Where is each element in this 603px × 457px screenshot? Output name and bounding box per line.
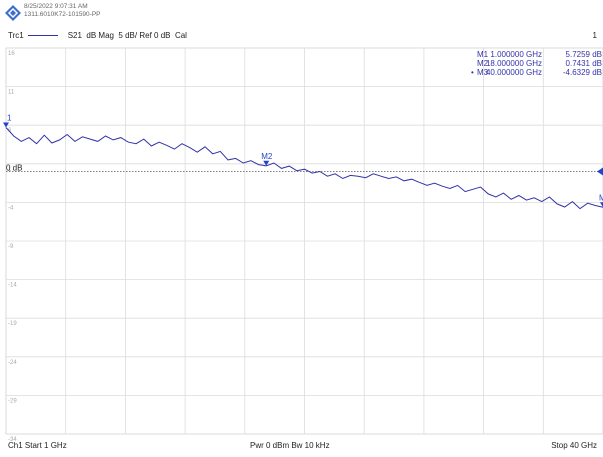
marker-3-icon[interactable] — [600, 202, 603, 208]
marker-value: 0.7431 dB — [566, 59, 602, 68]
trace-markers[interactable]: 1 M2 M — [3, 114, 603, 208]
y-tick-label: 11 — [8, 90, 15, 96]
marker-frequency: 18.000000 GHz — [486, 59, 542, 68]
marker-frequency: 1.000000 GHz — [490, 50, 542, 59]
marker-value: 5.7259 dB — [566, 50, 602, 59]
y-tick-label: 16 — [8, 51, 15, 57]
trace-info-bar[interactable]: Trc1 S21 dB Mag 5 dB/ Ref 0 dB Cal — [8, 31, 187, 40]
footer-stop[interactable]: Stop 40 GHz — [551, 441, 597, 450]
trace-name[interactable]: Trc1 — [8, 31, 24, 40]
y-tick-label: -9 — [8, 244, 14, 250]
marker-3-label[interactable]: M — [599, 193, 603, 202]
marker-1-label[interactable]: 1 — [7, 114, 12, 123]
y-tick-label: -34 — [8, 437, 17, 443]
marker-2-label[interactable]: M2 — [261, 152, 273, 161]
grid — [5, 47, 603, 435]
footer-power-bandwidth[interactable]: Pwr 0 dBm Bw 10 kHz — [250, 441, 330, 450]
y-tick-label: -24 — [8, 360, 17, 366]
marker-2-icon[interactable] — [263, 160, 270, 166]
header-meta: 8/25/2022 9:07:31 AM 1311.6010K72-101590… — [24, 3, 101, 19]
timestamp: 8/25/2022 9:07:31 AM — [24, 3, 88, 10]
trace-scale[interactable]: 5 dB/ — [118, 31, 138, 40]
marker-id: M1 — [477, 50, 489, 59]
y-tick-label: -4 — [8, 205, 14, 211]
reference-label: 0 dB — [6, 164, 22, 173]
reference-position-icon[interactable] — [597, 167, 603, 176]
y-tick-label: -14 — [8, 283, 17, 289]
trace-color-swatch — [27, 35, 58, 37]
marker-1-icon[interactable] — [3, 122, 9, 128]
footer-start[interactable]: Ch1 Start 1 GHz — [8, 441, 67, 450]
marker-id: M2 — [477, 59, 489, 68]
marker-id: M3 — [477, 68, 489, 77]
marker-value: -4.6329 dB — [563, 68, 602, 77]
rohde-schwarz-logo-icon — [5, 5, 21, 21]
instrument-id: 1311.6010K72-101590-PP — [24, 11, 101, 18]
marker-info-row: M1 1.000000 GHz 5.7259 dB — [477, 50, 602, 59]
trace-parameter[interactable]: S21 — [67, 31, 82, 40]
trace-reference[interactable]: Ref 0 dB — [139, 31, 171, 40]
y-tick-label: -19 — [8, 321, 17, 327]
channel-number: 1 — [592, 31, 597, 40]
s21-trace-line — [5, 127, 603, 210]
trace-calibration[interactable]: Cal — [174, 31, 187, 40]
y-tick-label: -29 — [8, 398, 17, 404]
marker-frequency: 40.000000 GHz — [486, 68, 542, 77]
trace-format[interactable]: dB Mag — [86, 31, 114, 40]
active-marker-icon: • — [471, 68, 474, 77]
y-tick-label: 1 — [8, 167, 12, 173]
